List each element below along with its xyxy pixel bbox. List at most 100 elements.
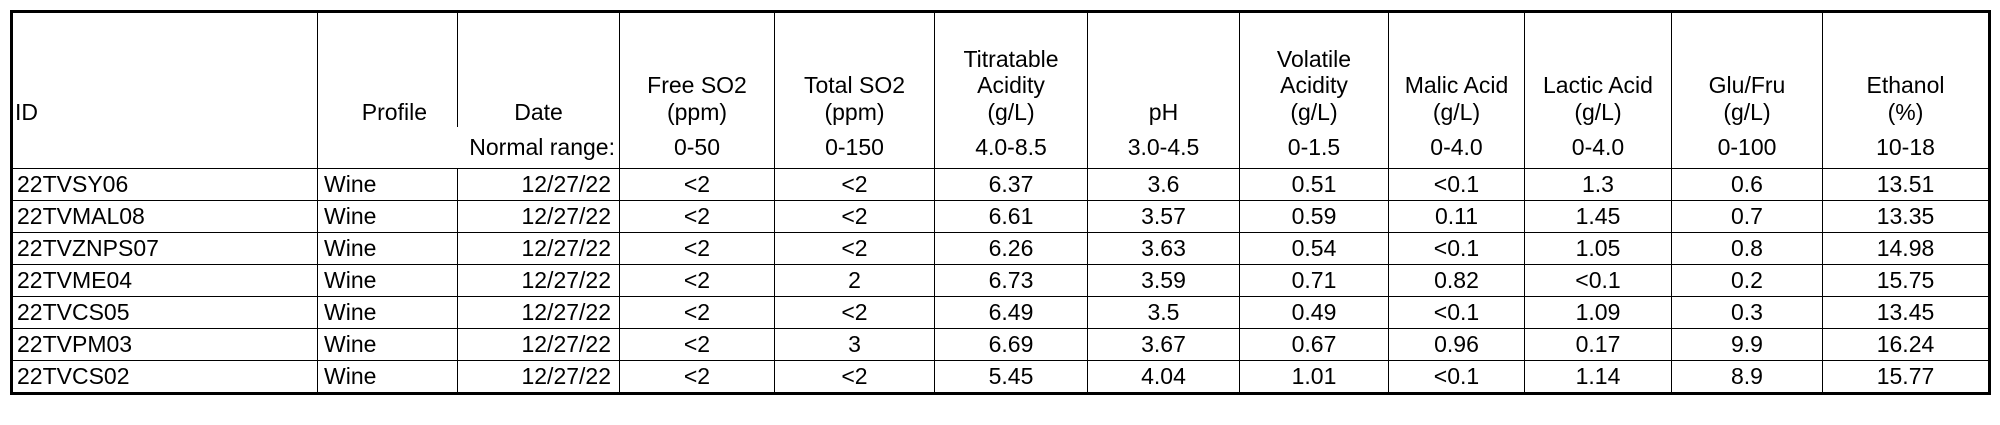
cell-profile: Wine: [317, 264, 458, 297]
cell-total-so2: <2: [774, 296, 935, 329]
header-line: Volatile: [1276, 45, 1352, 72]
cell-total-so2: <2: [774, 168, 935, 201]
cell-titratable-acidity: 6.49: [934, 296, 1088, 329]
cell-ethanol: 15.77: [1822, 360, 1990, 394]
table-row: 22TVCS05 Wine 12/27/22 <2 <2 6.49 3.5 0.49 <0.1 1…: [11, 296, 1990, 329]
col-header-titratable-acidity: Titratable Acidity (g/L): [934, 11, 1088, 127]
col-header-total-so2: Total SO2 (ppm): [774, 11, 935, 127]
cell-ph: 3.63: [1087, 232, 1240, 265]
cell-free-so2: <2: [619, 360, 775, 394]
cell-volatile-acidity: 1.01: [1239, 360, 1389, 394]
header-line: Total SO2: [804, 72, 905, 99]
cell-date: 12/27/22: [457, 232, 620, 265]
cell-free-so2: <2: [619, 168, 775, 201]
col-header-date: Date: [457, 11, 620, 127]
cell-lactic-acid: <0.1: [1524, 264, 1672, 297]
table-header: ID Profile Date Free SO2 (ppm) Total SO2…: [11, 11, 1990, 127]
header-line: Free SO2: [647, 72, 747, 99]
cell-free-so2: <2: [619, 232, 775, 265]
range-blank-cell: [11, 127, 318, 169]
header-line: Malic Acid: [1404, 72, 1509, 99]
cell-malic-acid: 0.96: [1388, 328, 1525, 361]
table-row: 22TVPM03 Wine 12/27/22 <2 3 6.69 3.67 0.67 0.96 0…: [11, 328, 1990, 361]
cell-lactic-acid: 1.05: [1524, 232, 1672, 265]
cell-volatile-acidity: 0.71: [1239, 264, 1389, 297]
cell-id: 22TVSY06: [11, 168, 318, 201]
cell-date: 12/27/22: [457, 360, 620, 394]
cell-titratable-acidity: 6.61: [934, 200, 1088, 233]
header-line: Titratable: [963, 45, 1059, 72]
header-line: Lactic Acid: [1543, 72, 1653, 99]
range-lactic-acid: 0-4.0: [1524, 127, 1672, 169]
cell-malic-acid: <0.1: [1388, 168, 1525, 201]
cell-ph: 3.57: [1087, 200, 1240, 233]
header-line: Acidity: [1280, 72, 1348, 99]
cell-id: 22TVCS05: [11, 296, 318, 329]
header-line: (g/L): [987, 98, 1035, 125]
cell-id: 22TVMAL08: [11, 200, 318, 233]
cell-profile: Wine: [317, 360, 458, 394]
normal-range-row: Normal range: 0-50 0-150 4.0-8.5 3.0-4.5…: [11, 127, 1990, 169]
cell-malic-acid: <0.1: [1388, 360, 1525, 394]
cell-volatile-acidity: 0.51: [1239, 168, 1389, 201]
cell-free-so2: <2: [619, 200, 775, 233]
cell-malic-acid: <0.1: [1388, 296, 1525, 329]
header-line: (%): [1887, 98, 1924, 125]
cell-glu-fru: 0.2: [1671, 264, 1823, 297]
cell-volatile-acidity: 0.49: [1239, 296, 1389, 329]
col-header-ph: pH: [1087, 11, 1240, 127]
header-line: (g/L): [1290, 98, 1338, 125]
cell-date: 12/27/22: [457, 328, 620, 361]
table-row: 22TVSY06 Wine 12/27/22 <2 <2 6.37 3.6 0.51 <0.1 1…: [11, 168, 1990, 201]
cell-ph: 3.5: [1087, 296, 1240, 329]
cell-glu-fru: 0.6: [1671, 168, 1823, 201]
cell-ethanol: 14.98: [1822, 232, 1990, 265]
cell-total-so2: <2: [774, 232, 935, 265]
cell-ethanol: 13.51: [1822, 168, 1990, 201]
cell-date: 12/27/22: [457, 296, 620, 329]
results-table-container: ID Profile Date Free SO2 (ppm) Total SO2…: [10, 10, 1991, 414]
range-free-so2: 0-50: [619, 127, 775, 169]
range-volatile-acidity: 0-1.5: [1239, 127, 1389, 169]
cell-malic-acid: 0.11: [1388, 200, 1525, 233]
cell-glu-fru: 9.9: [1671, 328, 1823, 361]
header-line: (ppm): [824, 98, 885, 125]
cell-glu-fru: 0.8: [1671, 232, 1823, 265]
cell-ph: 3.59: [1087, 264, 1240, 297]
cell-malic-acid: <0.1: [1388, 232, 1525, 265]
cell-titratable-acidity: 6.37: [934, 168, 1088, 201]
cell-lactic-acid: 1.3: [1524, 168, 1672, 201]
cell-ethanol: 13.35: [1822, 200, 1990, 233]
table-body: Normal range: 0-50 0-150 4.0-8.5 3.0-4.5…: [11, 127, 1990, 169]
col-header-volatile-acidity: Volatile Acidity (g/L): [1239, 11, 1389, 127]
cell-profile: Wine: [317, 232, 458, 265]
cell-ethanol: 13.45: [1822, 296, 1990, 329]
header-line: (g/L): [1432, 98, 1481, 125]
cell-total-so2: 3: [774, 328, 935, 361]
header-line: (g/L): [1574, 98, 1622, 125]
cell-free-so2: <2: [619, 328, 775, 361]
cell-malic-acid: 0.82: [1388, 264, 1525, 297]
cell-total-so2: 2: [774, 264, 935, 297]
header-line: Glu/Fru: [1708, 72, 1786, 99]
cell-volatile-acidity: 0.59: [1239, 200, 1389, 233]
cell-titratable-acidity: 6.26: [934, 232, 1088, 265]
cell-date: 12/27/22: [457, 200, 620, 233]
range-total-so2: 0-150: [774, 127, 935, 169]
table-row: 22TVZNPS07 Wine 12/27/22 <2 <2 6.26 3.63 0.54 <0…: [11, 232, 1990, 265]
cell-volatile-acidity: 0.67: [1239, 328, 1389, 361]
col-header-lactic-acid: Lactic Acid (g/L): [1524, 11, 1672, 127]
table-row: 22TVCS02 Wine 12/27/22 <2 <2 5.45 4.04 1.01 <0.1…: [11, 360, 1990, 394]
range-ph: 3.0-4.5: [1087, 127, 1240, 169]
cell-profile: Wine: [317, 168, 458, 201]
col-header-glu-fru: Glu/Fru (g/L): [1671, 11, 1823, 127]
range-glu-fru: 0-100: [1671, 127, 1823, 169]
cell-total-so2: <2: [774, 200, 935, 233]
cell-ethanol: 15.75: [1822, 264, 1990, 297]
cell-lactic-acid: 1.14: [1524, 360, 1672, 394]
range-ethanol: 10-18: [1822, 127, 1990, 169]
header-line: Ethanol: [1866, 72, 1945, 99]
cell-total-so2: <2: [774, 360, 935, 394]
cell-free-so2: <2: [619, 296, 775, 329]
col-header-profile: Profile: [317, 11, 458, 127]
